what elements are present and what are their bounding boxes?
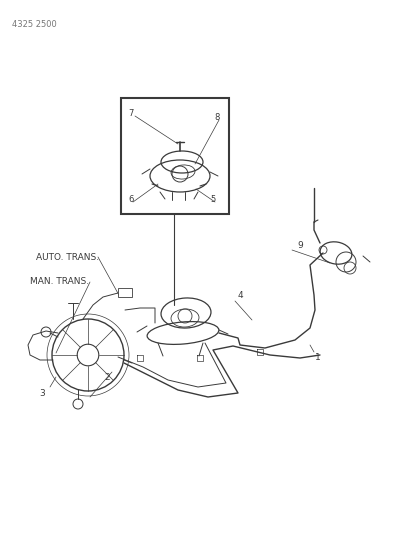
Text: AUTO. TRANS.: AUTO. TRANS.: [36, 253, 99, 262]
Text: 7: 7: [128, 109, 134, 118]
Text: 1: 1: [315, 353, 321, 362]
Bar: [121, 98, 229, 214]
Text: 4: 4: [237, 290, 243, 300]
Text: 3: 3: [39, 389, 45, 398]
Text: 6: 6: [128, 196, 134, 205]
Text: MAN. TRANS.: MAN. TRANS.: [30, 278, 89, 287]
Bar: [118, 288, 132, 297]
Text: 5: 5: [211, 196, 215, 205]
Text: 9: 9: [297, 241, 303, 251]
Text: 4325 2500: 4325 2500: [12, 20, 57, 29]
Text: 8: 8: [214, 114, 220, 123]
Text: 2: 2: [104, 374, 110, 383]
